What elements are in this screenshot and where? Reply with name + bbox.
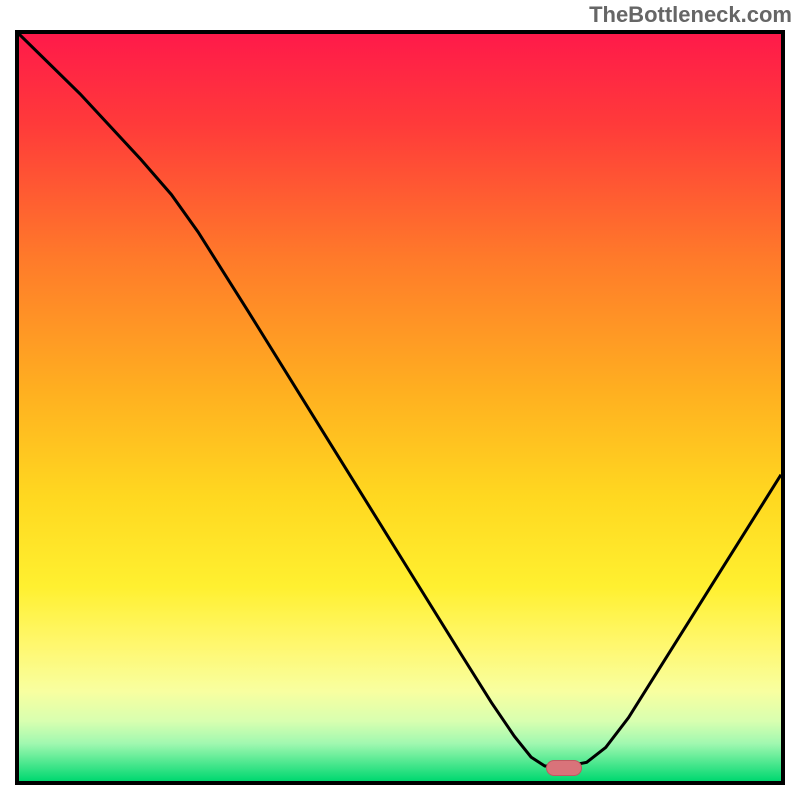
plot-area: [15, 30, 785, 785]
bottleneck-curve: [19, 34, 781, 781]
watermark-text: TheBottleneck.com: [589, 2, 792, 28]
chart-container: TheBottleneck.com: [0, 0, 800, 800]
optimal-point-marker: [546, 760, 582, 776]
